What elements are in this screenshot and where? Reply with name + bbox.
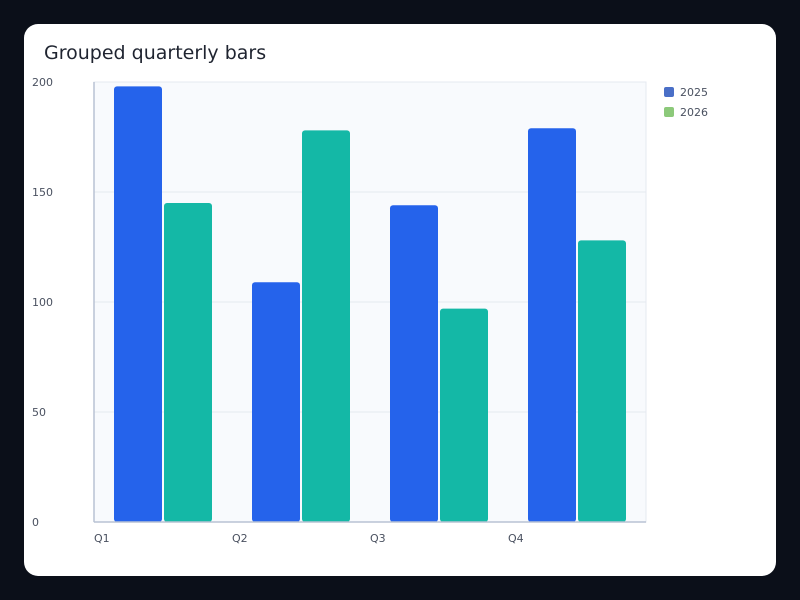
y-tick-labels: 0 50 100 150 200 — [32, 76, 53, 529]
bar-2026-Q1 — [164, 203, 212, 522]
bar-chart: 0 50 100 150 200 Q1 Q2 Q3 Q4 — [32, 76, 647, 545]
legend-label-2026: 2026 — [680, 105, 708, 119]
y-tick-label: 0 — [32, 516, 39, 529]
legend: 2025 2026 — [664, 82, 708, 122]
bar-2025-Q3 — [390, 205, 438, 522]
bar-2025-Q4 — [528, 128, 576, 522]
y-tick-label: 150 — [32, 186, 53, 199]
y-tick-label: 100 — [32, 296, 53, 309]
chart-title: Grouped quarterly bars — [44, 42, 267, 64]
legend-swatch-2025 — [664, 87, 674, 97]
x-tick-label: Q3 — [370, 532, 386, 545]
bar-2026-Q3 — [440, 308, 488, 522]
bar-2026-Q4 — [578, 240, 626, 522]
y-tick-label: 200 — [32, 76, 53, 89]
x-tick-label: Q4 — [508, 532, 524, 545]
x-tick-label: Q1 — [94, 532, 110, 545]
bar-2026-Q2 — [302, 130, 350, 522]
bars — [114, 86, 626, 523]
x-tick-label: Q2 — [232, 532, 248, 545]
chart-card: Grouped quarterly bars 0 50 100 150 200 Q1 Q2… — [24, 24, 776, 576]
bar-2025-Q1 — [114, 86, 162, 523]
legend-item-2026: 2026 — [664, 102, 708, 122]
bar-2025-Q2 — [252, 282, 300, 522]
legend-item-2025: 2025 — [664, 82, 708, 102]
y-tick-label: 50 — [32, 406, 46, 419]
x-tick-labels: Q1 Q2 Q3 Q4 — [94, 532, 524, 545]
legend-label-2025: 2025 — [680, 85, 708, 99]
legend-swatch-2026 — [664, 107, 674, 117]
